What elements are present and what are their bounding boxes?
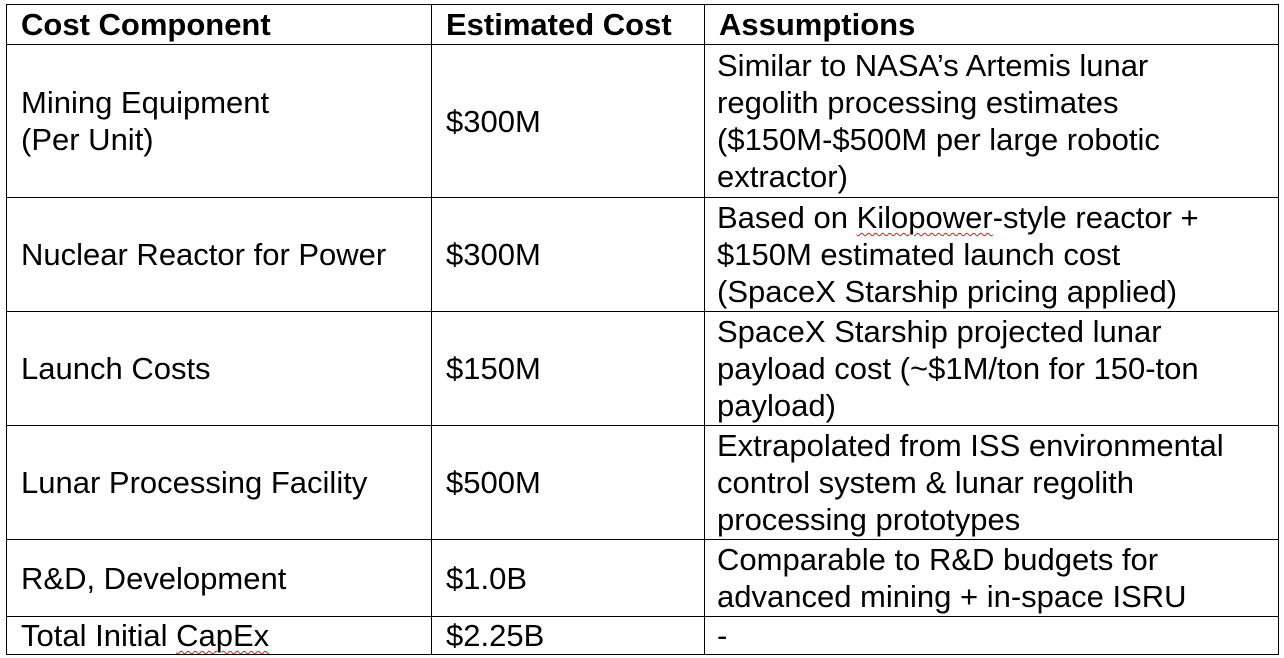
cost-component-text: Total Initial CapEx [21, 618, 431, 654]
cost-component-cell: Mining Equipment (Per Unit) [6, 44, 432, 198]
assumption-text: advanced mining + in-space ISRU [717, 579, 1187, 614]
assumption-cell: Comparable to R&D budgets for advanced m… [704, 539, 1279, 617]
cost-component-text: Lunar Processing Facility [21, 465, 368, 500]
cost-component-cell: Launch Costs [6, 311, 432, 426]
estimated-cost-cell: $300M [431, 197, 705, 312]
assumption-text: Comparable to R&D budgets for [717, 542, 1159, 577]
cost-component-cell: R&D, Development [6, 539, 432, 617]
assumption-text: payload) [717, 388, 836, 423]
cost-component-text: Launch Costs [21, 351, 211, 386]
table-row-total: Total Initial CapEx $2.25B - [6, 616, 1279, 655]
header-estimated-cost: Estimated Cost [431, 4, 705, 45]
assumption-cell: - [704, 616, 1279, 655]
table-row: Lunar Processing Facility $500M Extrapol… [6, 425, 1279, 540]
assumption-text: processing prototypes [717, 502, 1021, 537]
table-row: Launch Costs $150M SpaceX Starship proje… [6, 311, 1279, 426]
assumption-text: ($150M-$500M per large robotic [717, 122, 1160, 157]
estimated-cost-cell: $300M [431, 44, 705, 198]
assumption-text-post: -style reactor + [992, 200, 1199, 235]
assumption-cell: Extrapolated from ISS environmental cont… [704, 425, 1279, 540]
table-row: Mining Equipment (Per Unit) $300M Simila… [6, 44, 1279, 198]
assumption-text: $150M estimated launch cost [717, 237, 1121, 272]
total-label-pre: Total Initial [21, 618, 177, 653]
cost-component-cell: Nuclear Reactor for Power [6, 197, 432, 312]
cost-component-text: Mining Equipment [21, 85, 270, 120]
assumption-text: Extrapolated from ISS environmental [717, 428, 1224, 463]
cost-component-cell: Total Initial CapEx [6, 616, 432, 655]
cost-component-text: R&D, Development [21, 560, 287, 596]
cost-component-text: Nuclear Reactor for Power [21, 237, 387, 272]
estimated-cost-cell: $500M [431, 425, 705, 540]
table-row: R&D, Development $1.0B Comparable to R&D… [6, 539, 1279, 617]
assumption-cell: SpaceX Starship projected lunar payload … [704, 311, 1279, 426]
cost-component-cell: Lunar Processing Facility [6, 425, 432, 540]
assumption-text: extractor) [717, 159, 848, 194]
cost-table: Cost Component Estimated Cost Assumption… [6, 4, 1279, 655]
assumption-cell: Similar to NASA’s Artemis lunar regolith… [704, 44, 1279, 198]
assumption-text-pre: Based on [717, 200, 857, 235]
spellcheck-flagged-word[interactable]: Kilopower [856, 200, 993, 235]
header-row: Cost Component Estimated Cost Assumption… [6, 4, 1279, 45]
assumption-text: Based on Kilopower-style reactor + [717, 199, 1274, 236]
header-assumptions: Assumptions [704, 4, 1279, 45]
cost-component-text: (Per Unit) [21, 122, 154, 157]
estimated-cost-cell: $2.25B [431, 616, 705, 655]
spellcheck-flagged-word[interactable]: CapEx [176, 618, 270, 653]
estimated-cost-cell: $1.0B [431, 539, 705, 617]
assumption-text: SpaceX Starship projected lunar [717, 314, 1162, 349]
assumption-text: (SpaceX Starship pricing applied) [717, 274, 1178, 309]
estimated-cost-cell: $150M [431, 311, 705, 426]
assumption-cell: Based on Kilopower-style reactor + $150M… [704, 197, 1279, 312]
assumption-text: payload cost (~$1M/ton for 150-ton [717, 351, 1199, 386]
table-row: Nuclear Reactor for Power $300M Based on… [6, 197, 1279, 312]
assumption-text: control system & lunar regolith [717, 465, 1134, 500]
assumption-text: - [717, 618, 728, 653]
header-cost-component: Cost Component [6, 4, 432, 45]
assumption-text: Similar to NASA’s Artemis lunar [717, 48, 1149, 83]
assumption-text: regolith processing estimates [717, 85, 1119, 120]
